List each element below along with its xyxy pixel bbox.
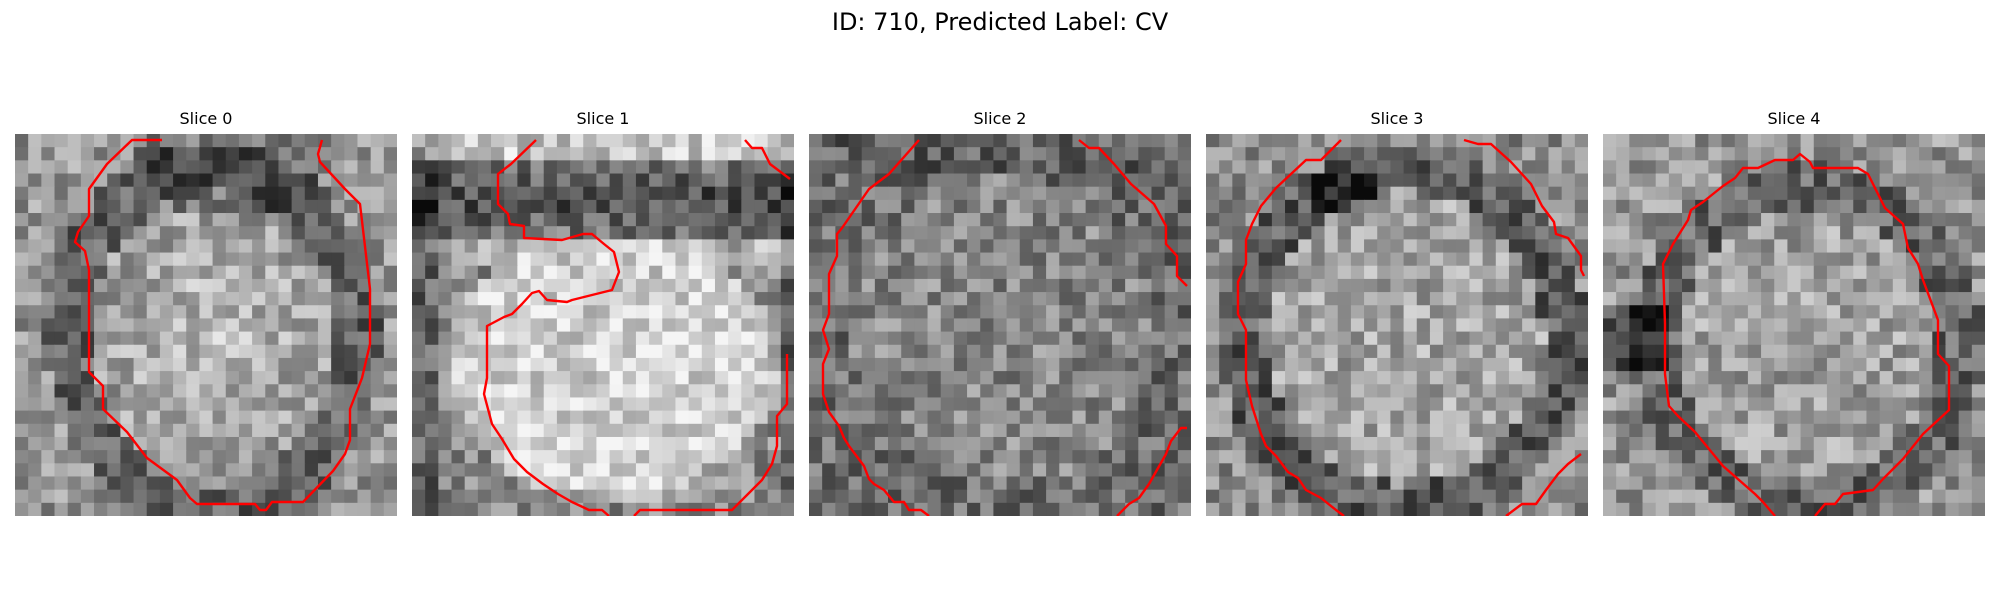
figure-title: ID: 710, Predicted Label: CV [831, 8, 1169, 36]
slice-image [412, 134, 794, 516]
slice-contour-line [1463, 138, 1586, 277]
slice-contour-line [482, 139, 621, 516]
slice-contour-line [1116, 426, 1187, 516]
slice-image [1603, 134, 1985, 516]
slice-title: Slice 4 [1767, 109, 1821, 128]
slice-contour-line [744, 139, 791, 180]
slice-pixel-grid [809, 134, 1191, 516]
slice-title: Slice 2 [973, 109, 1027, 128]
slice-pixel-grid [412, 134, 794, 516]
slice-pixel-grid [1603, 134, 1985, 516]
slice-title: Slice 1 [576, 109, 630, 128]
slice-title: Slice 0 [179, 109, 233, 128]
slice-pixel-grid [1206, 134, 1588, 516]
slice-image [809, 134, 1191, 516]
slice-image [1206, 134, 1588, 516]
slice-image [15, 134, 397, 516]
slice-title: Slice 3 [1370, 109, 1424, 128]
slice-contour-line [1078, 139, 1188, 287]
slice-pixel-grid [15, 134, 397, 516]
slice-contour-line [821, 139, 930, 516]
slice-contour-line [633, 354, 789, 516]
slice-contour-line [1661, 152, 1951, 516]
slice-contour-line [1236, 139, 1345, 516]
slice-contour-line [73, 138, 372, 512]
slice-contour-line [1505, 453, 1582, 516]
